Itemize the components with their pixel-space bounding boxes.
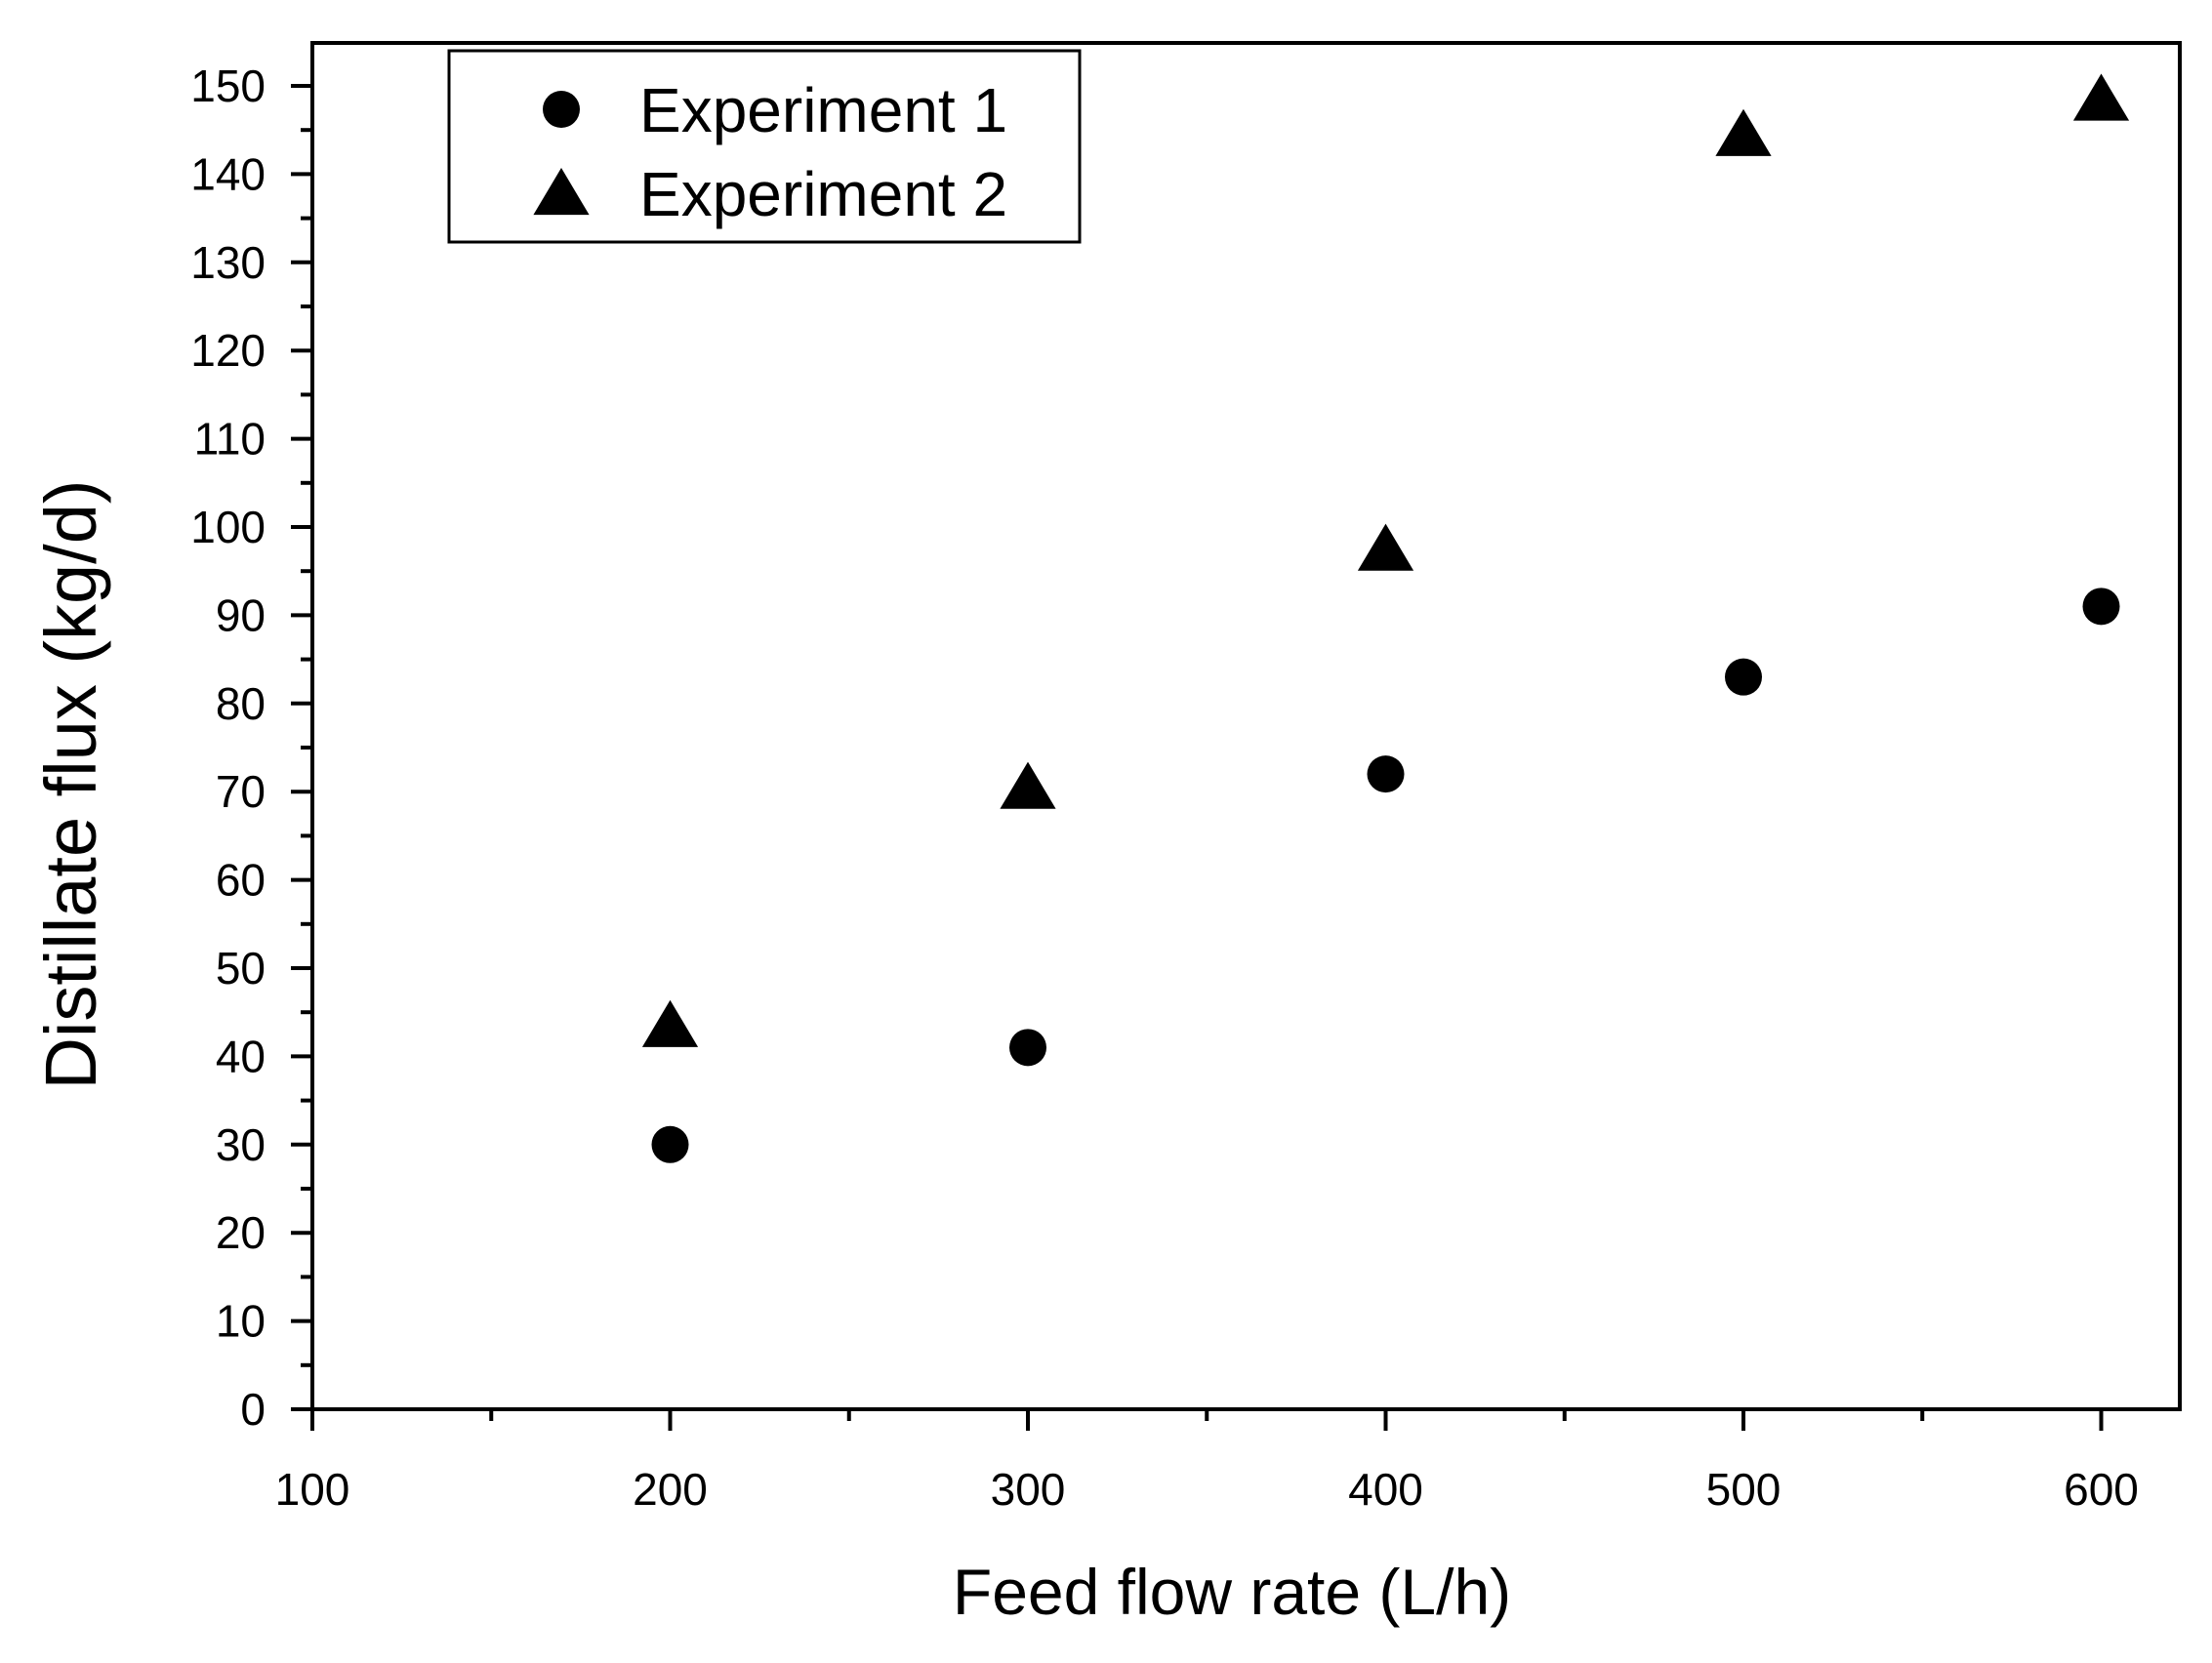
y-tick-label: 140 — [190, 148, 266, 199]
y-tick-label: 90 — [216, 589, 266, 640]
x-tick-label: 400 — [1348, 1464, 1423, 1515]
x-axis-ticks: 100 200 300 400 500 600 — [275, 1409, 2139, 1515]
x-tick-label: 200 — [633, 1464, 708, 1515]
x-tick-label: 600 — [2064, 1464, 2139, 1515]
data-point-triangle — [1357, 523, 1414, 571]
data-point-circle — [651, 1125, 689, 1163]
plot-area-frame — [310, 41, 2182, 1411]
data-point-triangle — [1715, 108, 1772, 156]
data-point-triangle — [1000, 761, 1056, 809]
y-tick-label: 40 — [216, 1031, 266, 1081]
x-axis-label: Feed flow rate (L/h) — [953, 1556, 1511, 1628]
y-axis-ticks: 0 10 20 30 40 50 60 70 80 90 100 110 120 130 140 150 — [190, 61, 312, 1435]
data-points — [641, 73, 2130, 1163]
x-tick-label: 100 — [275, 1464, 350, 1515]
data-point-circle — [2082, 588, 2120, 626]
data-point-triangle — [641, 999, 699, 1047]
y-tick-label: 100 — [190, 502, 266, 552]
x-tick-label: 500 — [1706, 1464, 1782, 1515]
y-tick-label: 150 — [190, 61, 266, 111]
legend-label: Experiment 2 — [639, 159, 1007, 229]
x-tick-label: 300 — [991, 1464, 1066, 1515]
y-tick-label: 0 — [240, 1384, 266, 1435]
legend-label: Experiment 1 — [639, 75, 1007, 145]
data-point-triangle — [2072, 73, 2130, 121]
data-point-circle — [1009, 1029, 1046, 1067]
data-point-circle — [1725, 658, 1762, 696]
y-tick-label: 30 — [216, 1119, 266, 1170]
legend-marker-triangle — [533, 168, 590, 216]
y-tick-label: 80 — [216, 678, 266, 729]
y-tick-label: 60 — [216, 855, 266, 906]
y-tick-label: 10 — [216, 1296, 266, 1347]
y-tick-label: 20 — [216, 1207, 266, 1258]
y-axis-label: Distillate flux (kg/d) — [30, 479, 111, 1089]
legend: Experiment 1 Experiment 2 — [447, 49, 1082, 244]
y-tick-label: 50 — [216, 943, 266, 994]
y-tick-label: 120 — [190, 325, 266, 376]
data-point-circle — [1367, 755, 1405, 793]
y-tick-label: 110 — [194, 414, 266, 465]
legend-marker-circle — [543, 91, 580, 128]
y-tick-label: 70 — [216, 766, 266, 817]
y-tick-label: 130 — [190, 237, 266, 288]
